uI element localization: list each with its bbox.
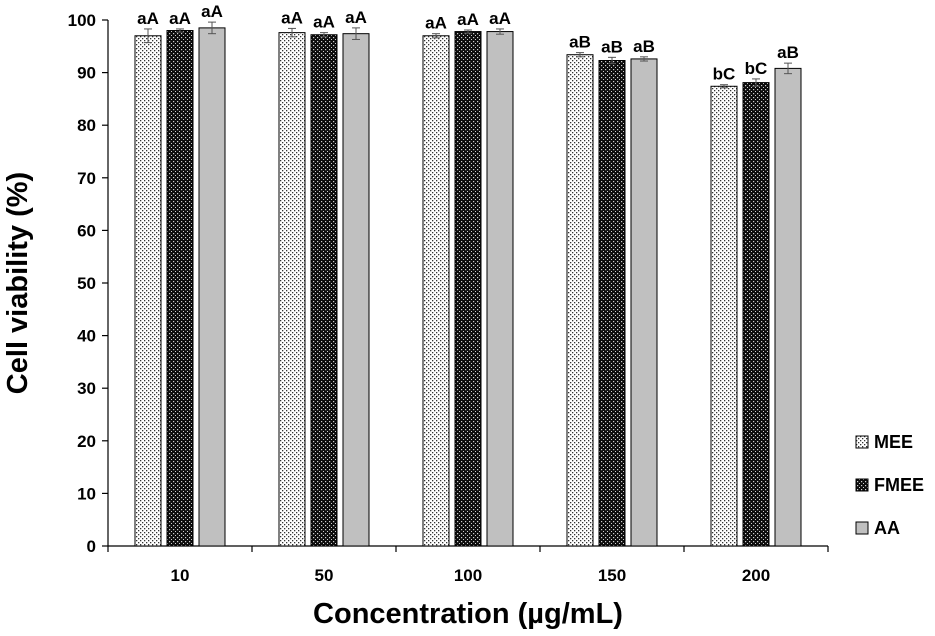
bar-mee-10 bbox=[134, 35, 162, 547]
bar-aa-200 bbox=[774, 67, 802, 547]
x-category-label: 200 bbox=[742, 566, 770, 585]
error-bar bbox=[640, 56, 648, 62]
legend-item-fmee: FMEE bbox=[855, 475, 924, 495]
error-bar bbox=[608, 56, 616, 65]
bar-fmee-100 bbox=[454, 31, 482, 547]
bar-fmee-10 bbox=[166, 30, 194, 547]
y-tick-label: 10 bbox=[77, 484, 96, 503]
legend-swatch bbox=[855, 435, 869, 449]
significance-label: aB bbox=[601, 37, 623, 56]
significance-label: aA bbox=[313, 13, 335, 32]
x-axis-title: Concentration (µg/mL) bbox=[313, 598, 623, 630]
significance-label: aA bbox=[425, 14, 447, 33]
significance-label: aB bbox=[633, 37, 655, 56]
significance-label: bC bbox=[745, 59, 768, 78]
y-tick-label: 30 bbox=[77, 379, 96, 398]
significance-label: aB bbox=[777, 43, 799, 62]
bar-mee-50 bbox=[278, 32, 306, 547]
error-bar bbox=[496, 28, 504, 35]
legend-label: MEE bbox=[874, 432, 913, 452]
significance-label: aA bbox=[169, 9, 191, 28]
x-category-label: 150 bbox=[598, 566, 626, 585]
error-bar bbox=[432, 33, 440, 39]
significance-label: aA bbox=[201, 2, 223, 21]
error-bar bbox=[176, 28, 184, 33]
y-tick-label: 50 bbox=[77, 274, 96, 293]
x-category-label: 100 bbox=[454, 566, 482, 585]
y-tick-label: 70 bbox=[77, 169, 96, 188]
significance-label: aA bbox=[345, 8, 367, 27]
bar-fmee-50 bbox=[310, 34, 338, 547]
significance-label: aA bbox=[489, 9, 511, 28]
significance-label: aA bbox=[137, 9, 159, 28]
bar-aa-50 bbox=[342, 33, 370, 547]
legend-item-aa: AA bbox=[855, 518, 900, 538]
y-tick-label: 20 bbox=[77, 432, 96, 451]
legend-swatch bbox=[855, 478, 869, 492]
error-bar bbox=[576, 52, 584, 58]
bar-mee-200 bbox=[710, 85, 738, 547]
legend-swatch bbox=[855, 521, 869, 535]
bar-aa-150 bbox=[630, 58, 658, 547]
bar-aa-100 bbox=[486, 31, 514, 547]
error-bar bbox=[352, 27, 360, 40]
x-category-label: 50 bbox=[315, 566, 334, 585]
legend-label: FMEE bbox=[874, 475, 924, 495]
error-bar bbox=[320, 32, 328, 38]
significance-label: aA bbox=[457, 10, 479, 29]
bar-mee-100 bbox=[422, 35, 450, 547]
bar-aa-10 bbox=[198, 27, 226, 547]
error-bar bbox=[752, 78, 760, 87]
legend: MEE FMEE AA bbox=[855, 432, 924, 538]
error-bar bbox=[464, 29, 472, 34]
error-bar bbox=[784, 62, 792, 75]
y-tick-label: 0 bbox=[87, 537, 96, 556]
bar-fmee-150 bbox=[598, 60, 626, 547]
legend-item-mee: MEE bbox=[855, 432, 913, 452]
y-tick-label: 100 bbox=[68, 11, 96, 30]
error-bar bbox=[288, 27, 296, 38]
legend-label: AA bbox=[874, 518, 900, 538]
bar-mee-150 bbox=[566, 54, 594, 547]
significance-label: aB bbox=[569, 33, 591, 52]
y-tick-label: 80 bbox=[77, 116, 96, 135]
y-tick-label: 90 bbox=[77, 64, 96, 83]
error-bar bbox=[144, 28, 152, 44]
y-tick-label: 60 bbox=[77, 221, 96, 240]
x-category-label: 10 bbox=[171, 566, 190, 585]
significance-label: aA bbox=[281, 8, 303, 27]
y-axis-title: Cell viability (%) bbox=[2, 172, 34, 394]
significance-label: bC bbox=[713, 65, 736, 84]
error-bar bbox=[208, 21, 216, 35]
y-tick-label: 40 bbox=[77, 327, 96, 346]
error-bar bbox=[720, 84, 728, 89]
bar-fmee-200 bbox=[742, 82, 770, 547]
